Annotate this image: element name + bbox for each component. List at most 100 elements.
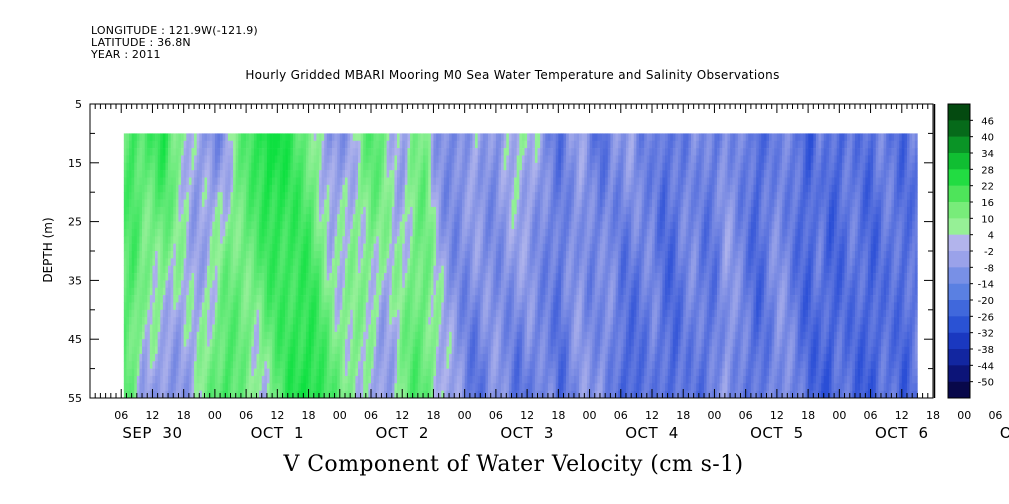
heatmap-cell [222,243,226,252]
heatmap-cell [272,346,276,355]
heatmap-cell [355,280,359,289]
heatmap-cell [404,177,408,186]
heatmap-cell [298,280,302,289]
heatmap-cell [181,155,184,164]
heatmap-cell [266,243,270,252]
heatmap-cell [399,324,403,333]
heatmap-cell [282,258,286,266]
heatmap-cell [404,206,408,215]
heatmap-cell [352,155,356,164]
heatmap-cell [142,243,145,252]
heatmap-cell [274,155,278,164]
heatmap-cell [472,280,476,289]
heatmap-cell [155,324,158,333]
heatmap-cell [165,375,169,384]
heatmap-cell [274,192,278,200]
heatmap-cell [446,295,450,303]
heatmap-cell [277,383,281,391]
heatmap-cell [373,383,377,391]
heatmap-cell [144,339,148,347]
heatmap-cell [462,302,465,311]
heatmap-cell [423,346,426,355]
heatmap-cell [334,383,338,391]
heatmap-cell [420,214,424,222]
heatmap-cell [371,383,374,391]
heatmap-cell [344,361,348,369]
heatmap-cell [181,214,184,222]
heatmap-cell [420,375,424,384]
heatmap-cell [407,346,411,355]
heatmap-cell [316,339,320,347]
heatmap-cell [222,331,226,340]
heatmap-cell [321,280,325,289]
heatmap-cell [230,251,234,259]
heatmap-cell [191,302,195,311]
heatmap-cell [147,221,151,230]
heatmap-cell [415,221,419,230]
heatmap-cell [321,302,325,311]
heatmap-cell [181,331,184,340]
heatmap-cell [394,236,398,244]
heatmap-cell [316,177,320,186]
heatmap-cell [480,309,484,318]
heatmap-cell [446,302,450,311]
heatmap-cell [428,383,432,391]
heatmap-cell [277,368,281,377]
heatmap-cell [129,199,132,208]
heatmap-cell [170,184,174,193]
heatmap-cell [173,383,177,391]
heatmap-cell [423,353,426,362]
heatmap-cell [337,199,341,208]
heatmap-cell [212,251,216,259]
heatmap-cell [277,273,281,281]
heatmap-cell [394,353,398,362]
heatmap-cell [352,265,356,274]
heatmap-cell [152,361,156,369]
heatmap-cell [347,155,351,164]
heatmap-cell [259,368,263,377]
heatmap-cell [329,206,333,215]
heatmap-cell [287,228,291,237]
heatmap-cell [139,133,143,142]
heatmap-cell [188,353,192,362]
heatmap-cell [412,280,416,289]
heatmap-cell [264,228,268,237]
heatmap-cell [446,280,450,289]
heatmap-cell [227,324,231,333]
heatmap-cell [300,184,304,193]
heatmap-cell [368,155,372,164]
heatmap-cell [222,236,226,244]
heatmap-cell [303,170,307,178]
heatmap-cell [482,199,486,208]
heatmap-cell [462,265,465,274]
heatmap-cell [136,140,140,149]
heatmap-cell [191,368,195,377]
heatmap-cell [311,140,315,149]
heatmap-cell [181,199,184,208]
heatmap-cell [295,177,299,186]
heatmap-cell [298,361,302,369]
heatmap-cell [357,273,361,281]
heatmap-cell [428,295,432,303]
heatmap-cell [368,375,372,384]
heatmap-cell [287,324,291,333]
heatmap-cell [347,258,351,266]
heatmap-cell [173,368,177,377]
heatmap-cell [350,295,354,303]
heatmap-cell [253,324,257,333]
heatmap-cell [472,287,476,296]
heatmap-cell [355,287,359,296]
heatmap-cell [251,177,255,186]
heatmap-cell [251,273,255,281]
heatmap-cell [160,177,164,186]
heatmap-cell [136,383,140,391]
heatmap-cell [287,206,291,215]
heatmap-cell [303,309,307,318]
heatmap-cell [334,148,338,156]
heatmap-cell [136,280,140,289]
heatmap-cell [220,162,223,171]
heatmap-cell [251,346,255,355]
heatmap-cell [274,148,278,156]
heatmap-cell [331,324,335,333]
heatmap-cell [266,251,270,259]
